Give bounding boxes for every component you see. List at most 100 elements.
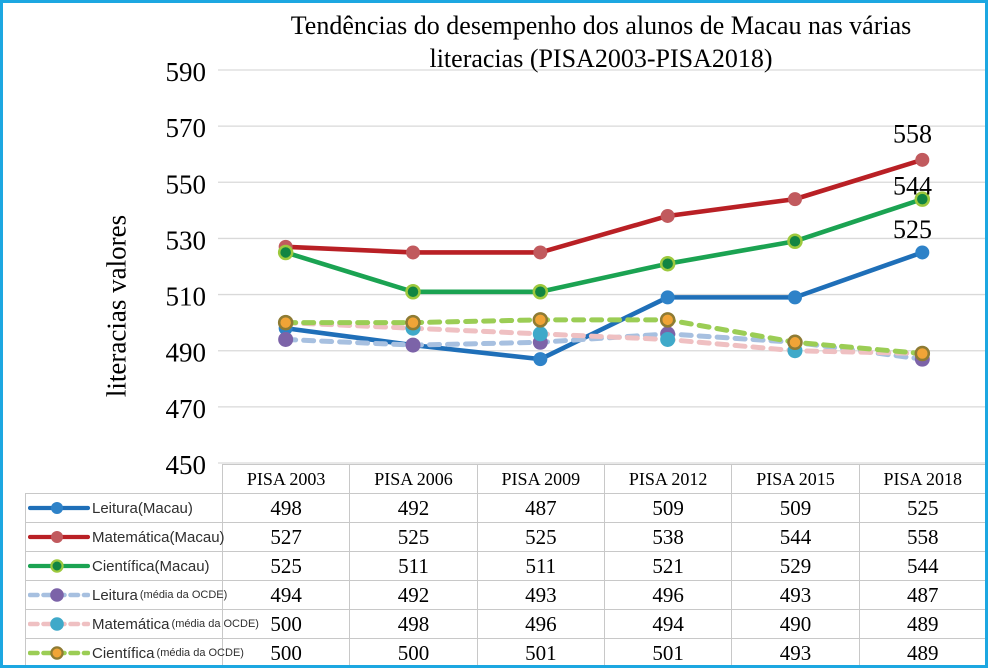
series-line <box>283 196 925 295</box>
data-point-marker <box>660 331 676 347</box>
y-tick-label: 470 <box>166 394 207 424</box>
table-cell-value: 544 <box>858 551 987 581</box>
legend-marker <box>50 588 64 602</box>
data-label: 544 <box>893 172 932 201</box>
table-corner-blank <box>26 465 223 494</box>
y-tick-label: 530 <box>166 225 207 255</box>
data-point-marker <box>533 352 548 367</box>
legend-swatch-icon <box>28 502 90 514</box>
table-cell-value: 492 <box>349 493 478 523</box>
table-cell-value: 544 <box>731 522 860 552</box>
table-column-header: PISA 2003 <box>221 464 351 494</box>
data-point-marker <box>787 290 802 305</box>
legend-entry: Científica(Macau) <box>28 556 222 576</box>
legend-marker <box>50 646 64 660</box>
data-point-marker <box>532 312 549 328</box>
data-point-marker <box>277 244 294 261</box>
table-cell-value: 525 <box>221 551 351 581</box>
table-row: Científica(Macau) 525 511 511 521 529 544 <box>25 551 987 581</box>
data-point-marker <box>660 290 675 305</box>
legend-marker <box>50 617 64 631</box>
table-cell-value: 498 <box>221 493 351 523</box>
data-point-marker <box>915 245 930 260</box>
y-tick-label: 570 <box>166 113 207 143</box>
table-cell-value: 511 <box>476 551 605 581</box>
legend-cell: Leitura(Macau) <box>25 493 223 523</box>
data-point-marker <box>532 326 548 342</box>
y-tick-label: 510 <box>166 282 207 312</box>
chart-title-line1: Tendências do desempenho dos alunos de M… <box>290 11 912 40</box>
data-point-marker <box>787 192 802 207</box>
data-point-marker <box>659 255 676 272</box>
table-cell-value: 487 <box>476 493 605 523</box>
legend-label-suffix: (média da OCDE) <box>139 589 228 601</box>
table-cell-value: 496 <box>603 580 733 610</box>
table-column-header: PISA 2006 <box>349 464 478 494</box>
data-point-marker <box>405 245 420 260</box>
table-cell-value: 492 <box>349 580 478 610</box>
legend-label: Leitura <box>92 586 138 604</box>
legend-cell: Matemática(Macau) <box>25 522 225 552</box>
table-row: Matemática(Macau) 527 525 525 538 544 558 <box>25 522 987 552</box>
table-cell-value: 525 <box>349 522 478 552</box>
data-table: PISA 2003 PISA 2006 PISA 2009 PISA 2012 PISA… <box>25 464 987 668</box>
legend-cell: Matemática (média da OCDE) <box>25 609 259 639</box>
y-axis-title: literacias valores <box>101 214 132 398</box>
data-point-marker <box>787 334 803 351</box>
data-point-marker <box>533 245 548 260</box>
data-point-marker <box>532 284 549 300</box>
table-row: Matemática (média da OCDE) 500 498 496 494 490… <box>25 609 987 639</box>
legend-swatch-icon <box>28 617 90 631</box>
table-cell-value: 487 <box>858 580 987 610</box>
table-cell-value: 538 <box>603 522 733 552</box>
legend-entry: Científica (média da OCDE) <box>28 643 244 663</box>
table-cell-value: 500 <box>349 638 478 668</box>
data-label: 525 <box>893 215 932 244</box>
table-cell-value: 501 <box>476 638 605 668</box>
table-cell-value: 493 <box>731 580 860 610</box>
legend-label-suffix: (média da OCDE) <box>171 618 259 630</box>
data-point-marker <box>787 233 803 249</box>
table-cell-value: 525 <box>858 493 987 523</box>
table-cell-value: 493 <box>476 580 605 610</box>
data-point-marker <box>277 314 294 331</box>
data-label: 558 <box>893 119 932 148</box>
legend-entry: Matemática(Macau) <box>28 527 225 547</box>
legend-entry: Matemática (média da OCDE) <box>28 614 259 634</box>
table-cell-value: 529 <box>731 551 860 581</box>
table-cell-value: 494 <box>221 580 351 610</box>
series-line <box>283 320 925 357</box>
y-tick-label: 490 <box>166 338 207 368</box>
legend-marker <box>51 531 63 543</box>
table-cell-value: 490 <box>731 609 860 639</box>
table-cell-value: 501 <box>603 638 733 668</box>
table-cell-value: 509 <box>603 493 733 523</box>
legend-cell: Científica (média da OCDE) <box>25 638 244 668</box>
series-line <box>283 157 925 255</box>
y-tick-label: 550 <box>166 169 207 199</box>
legend-label: Matemática(Macau) <box>92 528 225 546</box>
table-cell-value: 489 <box>858 638 987 668</box>
y-tick-label: 450 <box>166 450 207 480</box>
table-cell-value: 511 <box>349 551 478 581</box>
data-point-marker <box>915 152 930 167</box>
data-point-marker <box>278 331 294 347</box>
legend-cell: Científica(Macau) <box>25 551 223 581</box>
data-point-marker <box>405 337 421 353</box>
data-point-marker <box>659 312 676 328</box>
legend-cell: Leitura (média da OCDE) <box>25 580 227 610</box>
table-column-header: PISA 2012 <box>603 464 733 494</box>
table-row: Leitura(Macau) 498 492 487 509 509 525 <box>25 493 987 523</box>
legend-swatch-icon <box>28 588 90 602</box>
legend-swatch-icon <box>28 646 90 660</box>
data-point-marker <box>405 314 421 331</box>
series-line <box>283 250 925 362</box>
table-cell-value: 493 <box>731 638 860 668</box>
table-cell-value: 498 <box>349 609 478 639</box>
legend-label: Científica(Macau) <box>92 557 210 575</box>
table-column-header: PISA 2015 <box>731 464 860 494</box>
series-line <box>283 317 925 357</box>
legend-label: Científica <box>92 644 155 662</box>
table-cell-value: 521 <box>603 551 733 581</box>
